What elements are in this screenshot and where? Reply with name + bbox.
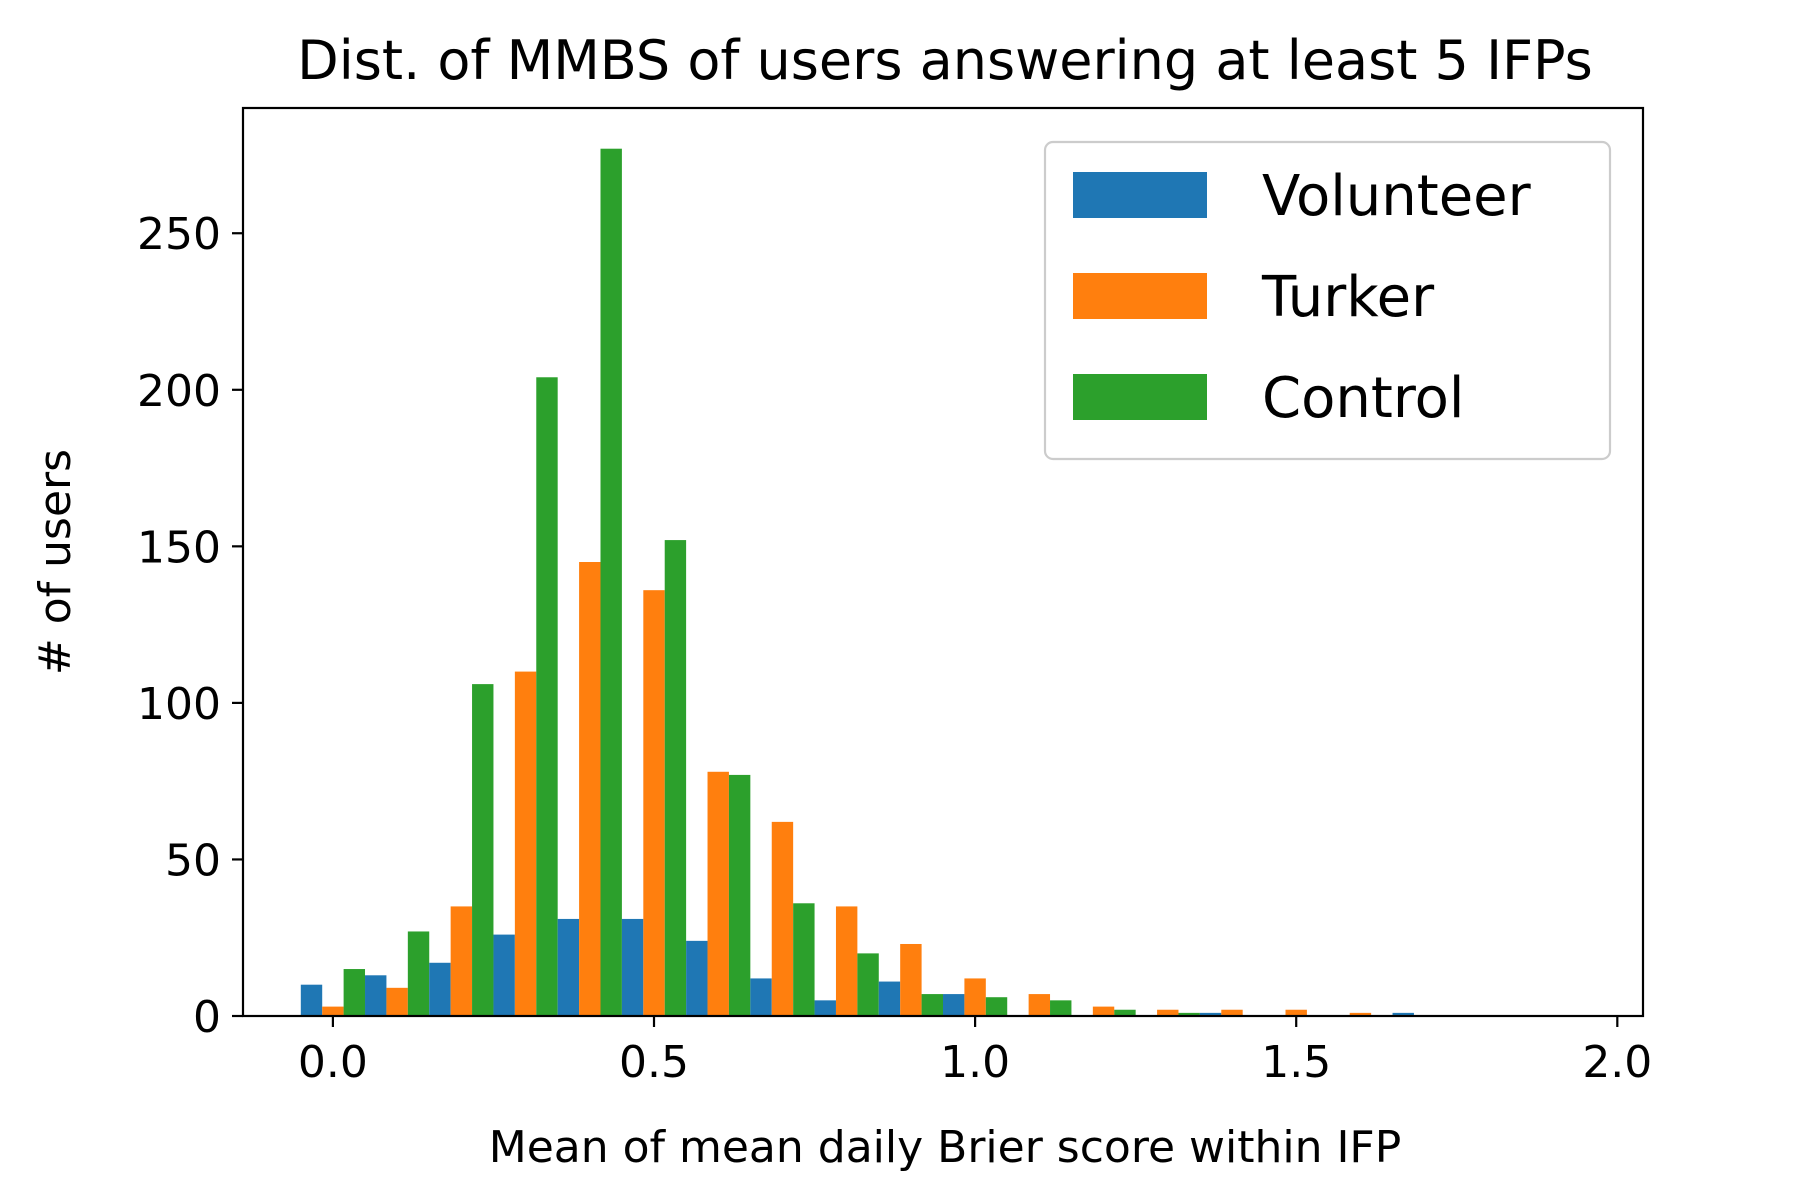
bar-volunteer-10 [943, 994, 965, 1016]
bar-control-1 [407, 931, 430, 1016]
legend-items: Volunteer Turker Control [1073, 164, 1532, 431]
bar-turker-14 [1221, 1009, 1243, 1016]
x-tick-label: 1.0 [940, 1037, 1010, 1088]
bar-control-5 [664, 540, 687, 1016]
y-tick-label: 250 [137, 209, 221, 260]
bar-turker-6 [707, 771, 729, 1016]
bar-turker-9 [900, 943, 922, 1016]
bar-volunteer-3 [493, 934, 515, 1016]
bar-control-2 [472, 684, 494, 1016]
bar-turker-3 [514, 671, 537, 1016]
bar-control-3 [536, 377, 558, 1017]
y-tick-label: 100 [137, 679, 221, 730]
legend-swatch-control [1073, 374, 1207, 420]
x-tick-label: 0.5 [619, 1037, 689, 1088]
x-axis-ticks: 0.0 0.5 1.0 1.5 2.0 [298, 1016, 1652, 1088]
bar-volunteer-2 [429, 962, 451, 1016]
legend-swatch-volunteer [1073, 172, 1207, 218]
y-axis-label: # of users [30, 449, 81, 675]
bar-volunteer-7 [750, 978, 772, 1016]
bar-turker-13 [1157, 1009, 1179, 1016]
bar-turker-2 [450, 906, 473, 1016]
bar-volunteer-5 [621, 918, 644, 1016]
bars-layer [300, 148, 1414, 1017]
bar-control-11 [1050, 1000, 1072, 1016]
bar-turker-7 [771, 821, 794, 1016]
y-tick-label: 0 [193, 992, 221, 1043]
bar-turker-8 [835, 906, 858, 1016]
bar-turker-5 [643, 590, 665, 1016]
legend: Volunteer Turker Control [1043, 140, 1612, 461]
bar-volunteer-4 [557, 918, 580, 1016]
bar-control-0 [343, 969, 366, 1016]
bar-turker-12 [1092, 1006, 1115, 1016]
bar-control-6 [728, 774, 751, 1016]
bar-turker-4 [579, 562, 601, 1016]
legend-label-turker: Turker [1261, 265, 1435, 330]
y-tick-label: 50 [165, 835, 221, 886]
legend-swatch-turker [1073, 273, 1207, 319]
y-axis-ticks: 0 50 100 150 200 250 [137, 209, 243, 1043]
legend-label-volunteer: Volunteer [1262, 164, 1532, 229]
bar-control-13 [1178, 1012, 1200, 1016]
x-tick-label: 0.0 [298, 1037, 368, 1088]
bar-volunteer-0 [300, 984, 323, 1016]
bar-volunteer-17 [1392, 1012, 1414, 1016]
x-tick-label: 1.5 [1261, 1037, 1331, 1088]
bar-turker-15 [1285, 1009, 1307, 1016]
plot-frame [241, 106, 1645, 1018]
bar-control-9 [921, 994, 943, 1016]
bar-control-10 [985, 997, 1008, 1016]
y-tick-label: 200 [137, 366, 221, 417]
bar-control-8 [857, 953, 879, 1016]
bar-control-4 [600, 148, 622, 1017]
legend-label-control: Control [1262, 366, 1464, 431]
bar-turker-11 [1028, 994, 1051, 1016]
x-tick-label: 2.0 [1582, 1037, 1652, 1088]
x-axis-label: Mean of mean daily Brier score within IF… [489, 1122, 1402, 1173]
bar-turker-10 [964, 978, 986, 1016]
bar-volunteer-1 [365, 975, 387, 1016]
chart-title: Dist. of MMBS of users answering at leas… [297, 29, 1593, 92]
bar-turker-0 [322, 1006, 344, 1016]
bar-turker-1 [386, 987, 408, 1016]
bar-volunteer-6 [686, 940, 708, 1016]
bar-volunteer-8 [814, 1000, 836, 1016]
bar-turker-16 [1349, 1012, 1372, 1016]
y-tick-label: 150 [137, 522, 221, 573]
bar-control-12 [1114, 1009, 1136, 1016]
bar-control-7 [793, 903, 815, 1016]
bar-volunteer-9 [878, 981, 901, 1016]
bar-volunteer-14 [1199, 1012, 1222, 1016]
